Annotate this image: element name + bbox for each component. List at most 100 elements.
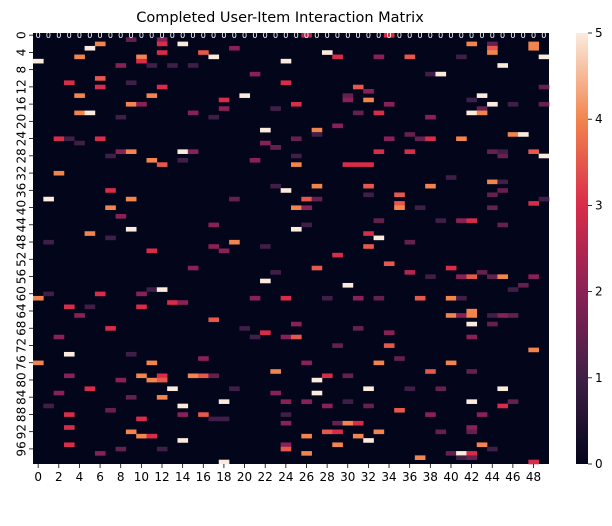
heatmap-cell xyxy=(53,170,65,176)
heatmap-cell xyxy=(105,188,116,193)
heatmap-cell xyxy=(74,313,85,318)
x-tick-label: 8 xyxy=(117,470,125,484)
heatmap-cell xyxy=(476,270,488,275)
x-axis-ticks: 0 2 4 6 8 10 12 14 16 18 20 22 24 26 28 30 32 34 36 38 40 42 4… xyxy=(34,464,541,484)
heatmap-cell xyxy=(321,429,333,435)
x-tick-label: 2 xyxy=(55,470,63,484)
heatmap-cell xyxy=(425,369,436,374)
heatmap-cell xyxy=(311,390,323,396)
heatmap-cell xyxy=(342,282,354,288)
heatmap-cell xyxy=(249,157,261,163)
heatmap-cell xyxy=(383,261,395,267)
heatmap-cells xyxy=(33,33,550,465)
cell-annotation: 0 xyxy=(345,31,350,40)
x-tick-label: 24 xyxy=(278,470,293,484)
heatmap-cell xyxy=(487,41,498,47)
heatmap-cell xyxy=(404,270,416,275)
heatmap-cell xyxy=(156,287,168,292)
heatmap-cell xyxy=(270,106,281,111)
heatmap-cell xyxy=(208,373,220,379)
heatmap-cell xyxy=(311,265,323,271)
heatmap-cell xyxy=(363,162,374,167)
heatmap-cell xyxy=(383,101,395,107)
heatmap-cell xyxy=(466,429,478,435)
heatmap-cell xyxy=(115,214,127,219)
heatmap-cell xyxy=(507,132,519,137)
heatmap-cell xyxy=(125,37,137,42)
heatmap-cell xyxy=(177,300,189,305)
heatmap-cell xyxy=(507,399,519,404)
heatmap-cell xyxy=(94,291,106,297)
heatmap-cell xyxy=(43,291,54,297)
y-tick-label: 96 xyxy=(15,441,29,456)
heatmap-cell xyxy=(404,386,416,392)
heatmap-cell xyxy=(445,265,457,271)
heatmap-cell xyxy=(260,278,271,284)
heatmap-cell xyxy=(156,84,168,90)
y-tick-label: 84 xyxy=(15,390,29,405)
heatmap-cell xyxy=(435,386,447,392)
heatmap-cell xyxy=(363,183,374,189)
heatmap-cell xyxy=(466,41,478,47)
heatmap-cell xyxy=(487,274,498,279)
heatmap-cell xyxy=(528,274,539,279)
x-tick-label: 36 xyxy=(402,470,417,484)
heatmap-cell xyxy=(466,274,478,279)
heatmap-cell xyxy=(487,50,498,55)
heatmap-cell xyxy=(321,50,333,55)
heatmap-cell xyxy=(538,101,550,107)
heatmap-cell xyxy=(125,149,137,154)
heatmap-cell xyxy=(311,183,323,189)
y-tick-label: 92 xyxy=(15,424,29,439)
heatmap-cell xyxy=(425,136,436,142)
heatmap-cell xyxy=(445,451,457,456)
cell-annotation: 0 xyxy=(118,31,123,40)
cell-annotation: 0 xyxy=(36,31,41,40)
x-tick-label: 4 xyxy=(76,470,84,484)
heatmap-cell xyxy=(466,97,478,103)
heatmap-cell xyxy=(466,308,478,314)
heatmap-cell xyxy=(136,54,147,60)
heatmap-cell xyxy=(156,37,168,42)
cell-annotation: 0 xyxy=(128,31,133,40)
heatmap-cell xyxy=(156,446,168,452)
heatmap-cell xyxy=(187,149,199,154)
heatmap-cell xyxy=(239,93,251,98)
cell-annotation: 0 xyxy=(252,31,257,40)
heatmap-cell xyxy=(136,58,147,64)
heatmap-cell xyxy=(187,63,199,68)
heatmap-cell xyxy=(229,239,240,245)
colorbar-tick-label: 3 xyxy=(595,198,603,212)
heatmap-cell xyxy=(156,395,168,400)
x-tick-label: 28 xyxy=(319,470,334,484)
x-tick-label: 40 xyxy=(443,470,458,484)
heatmap-cell xyxy=(487,179,498,185)
heatmap-cell xyxy=(125,80,137,86)
heatmap-cell xyxy=(105,153,116,159)
heatmap-cell xyxy=(383,136,395,142)
heatmap-cell xyxy=(280,80,292,86)
heatmap-cell xyxy=(301,196,312,202)
heatmap-cell xyxy=(136,304,147,310)
heatmap-cell xyxy=(136,373,147,379)
heatmap-cell xyxy=(249,71,261,77)
heatmap-cell xyxy=(94,136,106,142)
heatmap-cell xyxy=(497,188,509,193)
heatmap-cell xyxy=(414,455,426,460)
heatmap-cell xyxy=(208,244,220,249)
heatmap-cell xyxy=(301,451,312,456)
y-tick-label: 16 xyxy=(15,96,29,111)
heatmap-cell xyxy=(280,420,292,426)
heatmap-cell xyxy=(435,429,447,435)
heatmap-cell xyxy=(270,183,281,189)
heatmap-cell xyxy=(146,360,158,366)
heatmap-cell xyxy=(466,399,478,404)
x-tick-label: 12 xyxy=(154,470,169,484)
heatmap-cell xyxy=(456,313,467,318)
heatmap-cell xyxy=(167,63,178,68)
heatmap-cell xyxy=(94,451,106,456)
heatmap-cell xyxy=(528,45,539,51)
heatmap-cell xyxy=(466,334,478,340)
heatmap-cell xyxy=(291,162,302,167)
